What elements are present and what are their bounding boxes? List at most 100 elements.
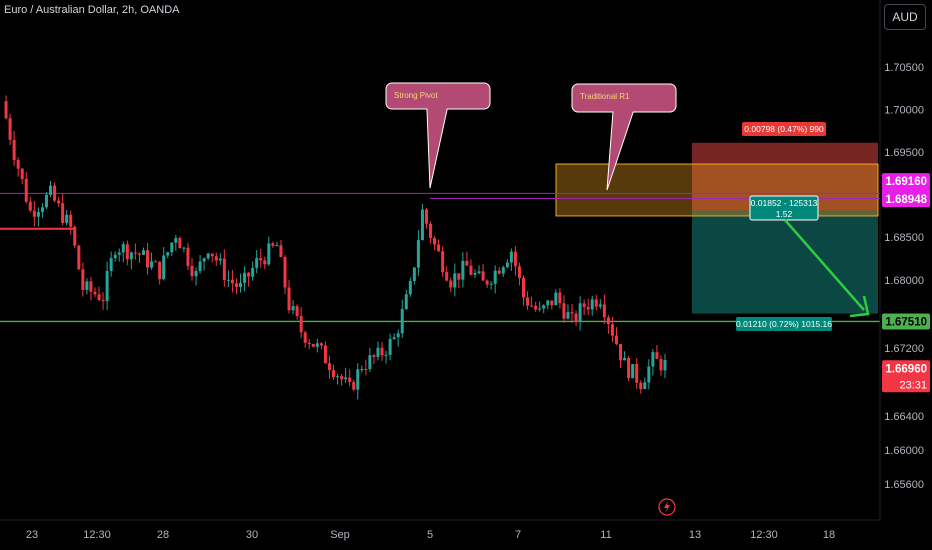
candle-body	[416, 240, 420, 268]
candle-body	[356, 369, 360, 390]
support-price-tag-box	[882, 313, 930, 330]
candle-body	[590, 299, 594, 310]
candle-body	[73, 226, 77, 246]
candle-body	[412, 267, 416, 282]
candle-body	[210, 253, 214, 257]
candle-body	[295, 306, 299, 317]
candle-body	[53, 185, 57, 201]
candle-body	[610, 324, 614, 336]
candle-body	[530, 305, 534, 307]
candle-body	[473, 273, 477, 275]
candle-body	[631, 364, 635, 379]
candle-body	[493, 270, 497, 284]
candle-body	[481, 271, 485, 281]
candle-body	[396, 333, 400, 338]
strong-pivot-callout-shape	[385, 82, 491, 189]
target-zone	[692, 210, 878, 314]
candle-body	[578, 303, 582, 322]
last-price-tag: 1.66960 23:31	[882, 360, 930, 393]
candle-body	[586, 306, 590, 310]
candle-body	[453, 273, 457, 288]
y-tick-label: 1.65600	[884, 479, 924, 491]
candle-body	[437, 244, 441, 252]
candle-body	[170, 242, 174, 253]
candle-body	[376, 347, 380, 357]
y-tick-label: 1.69500	[884, 147, 924, 159]
candle-body	[77, 245, 81, 270]
candle-body	[307, 342, 311, 344]
strong-pivot-callout-label: Strong Pivot	[394, 91, 438, 100]
traditional-r1-callout-shape	[571, 83, 677, 191]
x-tick-label: 11	[600, 529, 611, 541]
candle-body	[178, 238, 182, 249]
candle-body	[283, 256, 287, 288]
candle-body	[89, 281, 93, 292]
candle-body	[647, 366, 651, 383]
candle-body	[32, 210, 36, 217]
candle-body	[570, 312, 574, 314]
x-tick-label: 18	[823, 529, 835, 541]
candle-body	[461, 260, 465, 280]
candle-body	[408, 281, 412, 295]
candle-body	[469, 265, 473, 275]
y-tick-label: 1.66400	[884, 411, 924, 423]
candle-body	[49, 185, 53, 195]
candle-body	[255, 258, 259, 269]
traditional-r1-price-tag-text: 1.68948	[885, 194, 927, 206]
candle-body	[44, 194, 48, 208]
candle-body	[267, 243, 271, 265]
currency-button[interactable]: AUD	[884, 4, 926, 30]
candle-body	[619, 344, 623, 361]
candle-body	[206, 253, 210, 259]
entry-label-text: 0.01852 - 125313	[751, 198, 818, 208]
candle-body	[404, 294, 408, 310]
candle-body	[194, 271, 198, 277]
candle-body	[606, 317, 610, 325]
support-price-tag-text: 1.67510	[885, 316, 927, 328]
lightning-icon-ring	[658, 498, 676, 516]
candle-body	[546, 300, 550, 306]
candle-body	[121, 244, 125, 253]
target-label-box	[736, 317, 832, 331]
candle-body	[202, 258, 206, 262]
candle-body	[501, 267, 505, 274]
trend-arrow	[784, 219, 865, 311]
last-price-tag-countdown: 23:31	[899, 379, 927, 391]
y-tick-label: 1.68500	[884, 232, 924, 244]
candle-body	[93, 291, 97, 295]
candle-body	[243, 272, 247, 283]
y-tick-label: 1.70500	[884, 62, 924, 74]
candle-body	[218, 258, 222, 261]
stop-label-box	[742, 122, 826, 136]
candle-body	[271, 243, 275, 246]
candle-body	[24, 178, 28, 202]
candle-body	[513, 251, 517, 267]
candle-body	[174, 238, 178, 243]
candle-body	[61, 203, 65, 223]
candle-body	[16, 160, 20, 169]
candle-body	[137, 253, 141, 255]
candle-body	[424, 209, 428, 224]
candle-body	[340, 376, 344, 380]
candle-body	[315, 343, 319, 347]
target-label-text: 0.01210 (0.72%) 1015.16	[736, 319, 832, 329]
lightning-icon[interactable]	[658, 498, 676, 516]
candle-body	[420, 209, 424, 241]
candle-body	[198, 261, 202, 272]
candle-body	[291, 306, 295, 311]
candle-body	[287, 287, 291, 311]
candle-body	[186, 247, 190, 266]
stop-label-text: 0.00798 (0.47%) 990	[744, 124, 824, 134]
target-label: 0.01210 (0.72%) 1015.16	[736, 317, 832, 331]
stop-price-tag: 1.69160	[882, 173, 930, 190]
candle-body	[542, 305, 546, 309]
traditional-r1-price-tag: 1.68948	[882, 191, 930, 208]
candle-body	[299, 316, 303, 333]
candle-body	[8, 118, 12, 140]
symbol-title: Euro / Australian Dollar, 2h, OANDA	[4, 4, 180, 16]
x-tick-label: 5	[427, 529, 433, 541]
candle-body	[392, 337, 396, 340]
candle-body	[65, 214, 69, 223]
